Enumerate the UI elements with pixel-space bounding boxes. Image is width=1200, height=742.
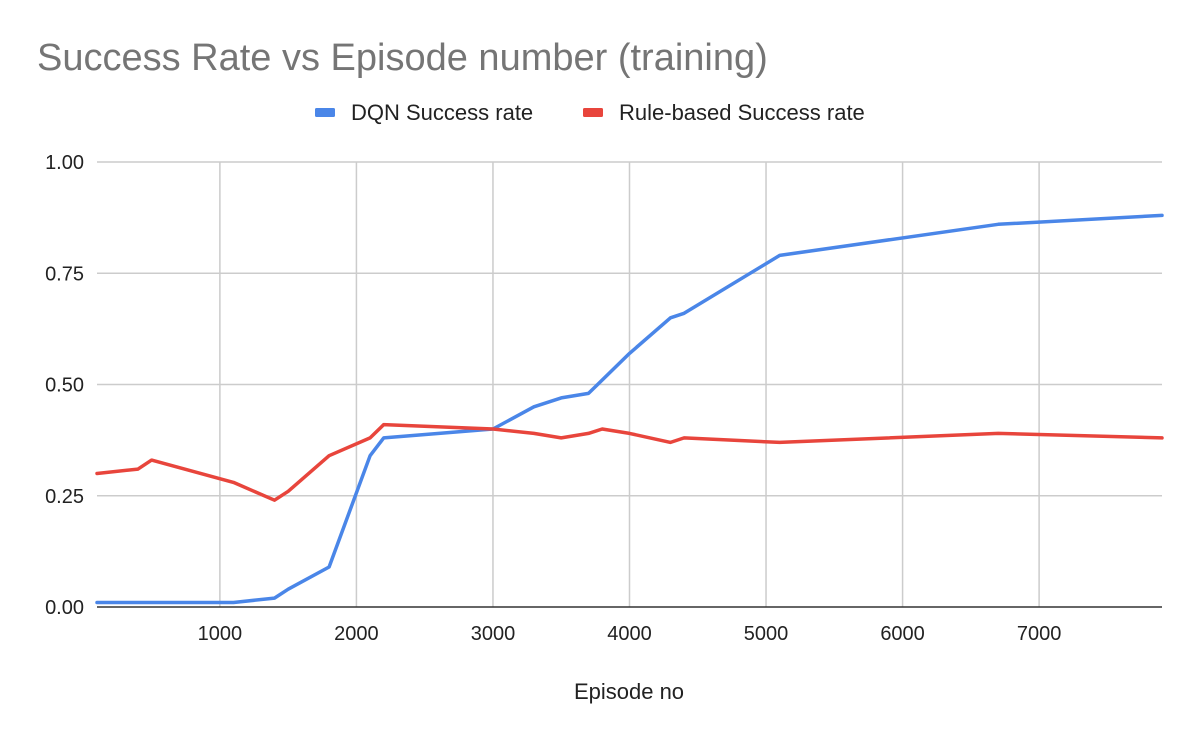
legend: DQN Success rate Rule-based Success rate (315, 100, 865, 125)
y-tick-label: 0.50 (45, 375, 84, 397)
legend-item: DQN Success rate (315, 100, 533, 125)
gridlines (97, 161, 1162, 607)
x-tick-label: 5000 (744, 623, 789, 645)
x-axis-ticks: 1000 2000 3000 4000 5000 6000 7000 (198, 623, 1062, 645)
y-tick-label: 0.75 (45, 263, 84, 285)
series-lines (95, 213, 1164, 605)
legend-swatch (315, 108, 335, 117)
y-tick-label: 0.25 (45, 486, 84, 508)
legend-item: Rule-based Success rate (583, 100, 865, 125)
x-axis-title: Episode no (574, 679, 684, 704)
x-tick-label: 3000 (471, 623, 516, 645)
legend-label: Rule-based Success rate (619, 100, 865, 125)
y-axis-ticks: 0.00 0.25 0.50 0.75 1.00 (45, 152, 84, 619)
x-tick-label: 6000 (880, 623, 925, 645)
legend-swatch (583, 108, 603, 117)
series-line-rule-based (95, 422, 1164, 502)
legend-label: DQN Success rate (351, 100, 533, 125)
series-line-dqn (95, 213, 1164, 605)
x-tick-label: 4000 (607, 623, 652, 645)
x-tick-label: 2000 (334, 623, 379, 645)
y-tick-label: 1.00 (45, 152, 84, 174)
chart-title: Success Rate vs Episode number (training… (37, 37, 768, 79)
y-tick-label: 0.00 (45, 597, 84, 619)
x-tick-label: 1000 (198, 623, 243, 645)
x-tick-label: 7000 (1017, 623, 1062, 645)
